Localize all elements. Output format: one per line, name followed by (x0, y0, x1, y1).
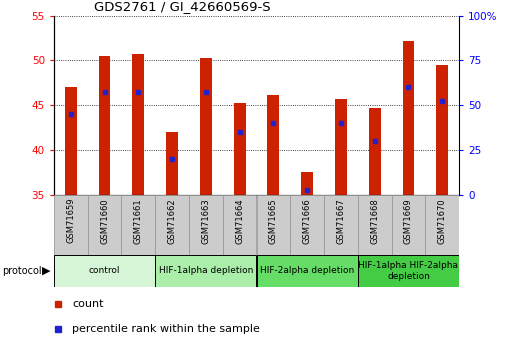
Bar (54, 255, 155, 287)
Bar (200, 58, 212, 195)
Text: GSM71668: GSM71668 (370, 198, 379, 244)
Bar (267, 95, 279, 195)
Bar (425, 195, 459, 255)
Bar (403, 41, 415, 195)
Text: GSM71664: GSM71664 (235, 198, 244, 244)
Bar (369, 108, 381, 195)
Text: GDS2761 / GI_42660569-S: GDS2761 / GI_42660569-S (94, 0, 271, 13)
Bar (132, 54, 144, 195)
Text: GSM71663: GSM71663 (201, 198, 210, 244)
Bar (189, 195, 223, 255)
Text: percentile rank within the sample: percentile rank within the sample (72, 324, 260, 334)
Bar (54, 195, 88, 255)
Text: GSM71660: GSM71660 (100, 198, 109, 244)
Bar (391, 195, 425, 255)
Text: HIF-2alpha depletion: HIF-2alpha depletion (260, 266, 354, 275)
Bar (166, 132, 178, 195)
Bar (324, 195, 358, 255)
Text: GSM71659: GSM71659 (66, 198, 75, 244)
Text: GSM71666: GSM71666 (303, 198, 312, 244)
Bar (358, 195, 391, 255)
Bar (358, 255, 459, 287)
Bar (88, 195, 122, 255)
Bar (65, 87, 76, 195)
Text: GSM71661: GSM71661 (134, 198, 143, 244)
Bar (256, 255, 358, 287)
Text: HIF-1alpha depletion: HIF-1alpha depletion (159, 266, 253, 275)
Bar (335, 99, 347, 195)
Text: count: count (72, 299, 104, 309)
Bar (290, 195, 324, 255)
Bar (223, 195, 256, 255)
Text: protocol: protocol (3, 266, 42, 276)
Text: control: control (89, 266, 120, 275)
Bar (155, 255, 256, 287)
Bar (301, 172, 313, 195)
Bar (122, 195, 155, 255)
Bar (234, 102, 246, 195)
Bar (437, 65, 448, 195)
Text: GSM71662: GSM71662 (168, 198, 176, 244)
Text: GSM71670: GSM71670 (438, 198, 447, 244)
Bar (155, 195, 189, 255)
Text: GSM71667: GSM71667 (337, 198, 345, 244)
Text: HIF-1alpha HIF-2alpha
depletion: HIF-1alpha HIF-2alpha depletion (359, 261, 459, 280)
Text: ▶: ▶ (42, 266, 51, 276)
Text: GSM71669: GSM71669 (404, 198, 413, 244)
Text: GSM71665: GSM71665 (269, 198, 278, 244)
Bar (98, 56, 110, 195)
Bar (256, 195, 290, 255)
